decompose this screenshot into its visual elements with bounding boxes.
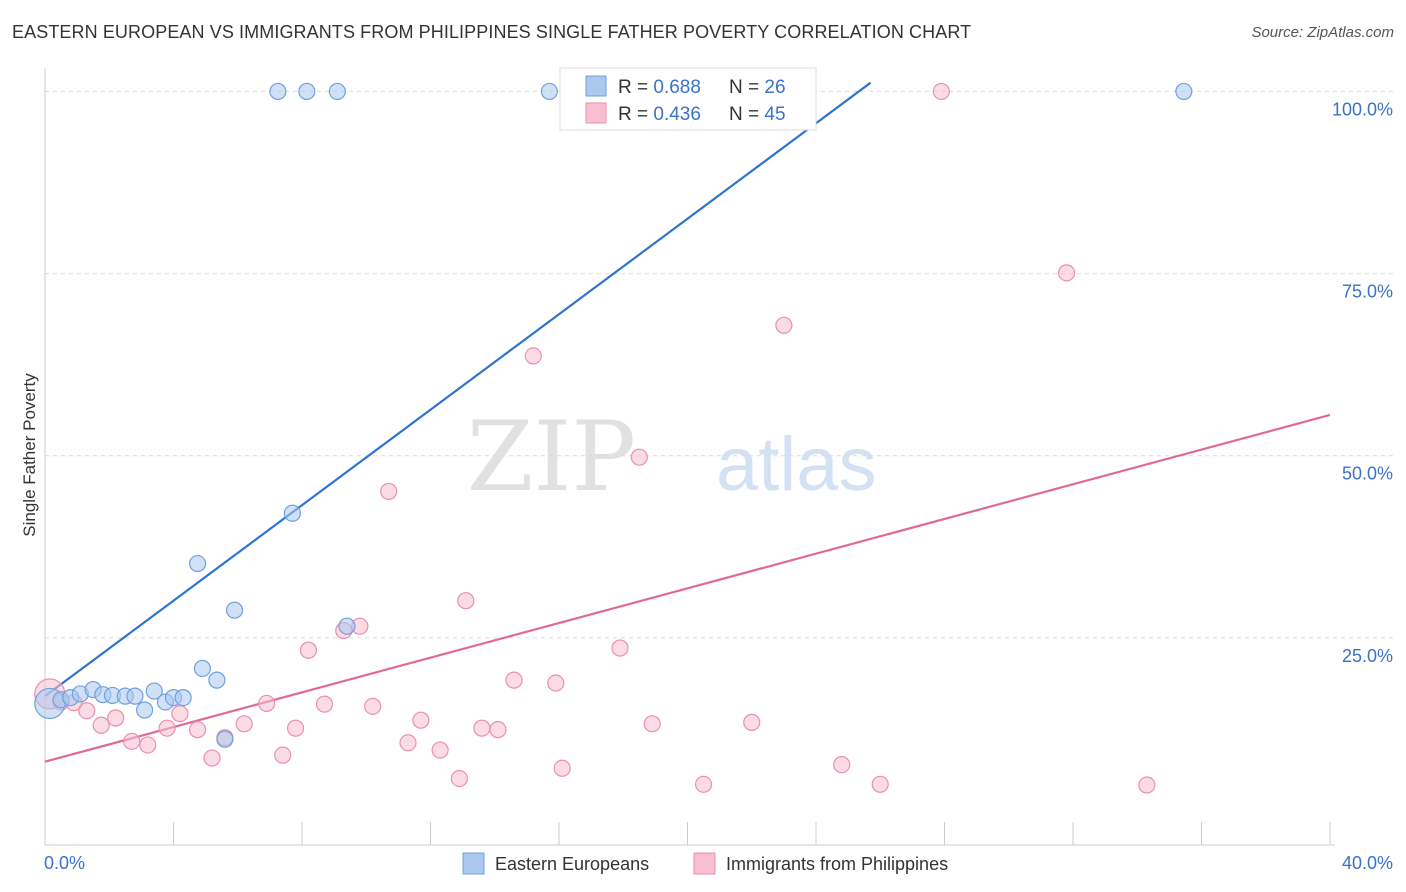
data-point [743, 713, 761, 731]
data-point [694, 775, 713, 793]
data-point [171, 705, 189, 723]
r-value: 0.688 [653, 77, 701, 98]
data-points [34, 82, 1193, 794]
data-point [235, 715, 253, 733]
data-point [208, 671, 226, 689]
legend: Eastern Europeans Immigrants from Philip… [462, 852, 948, 875]
data-point [123, 732, 141, 750]
data-point [630, 448, 648, 466]
data-point [1175, 82, 1193, 101]
data-point [274, 746, 292, 764]
y-tick-label: 50.0% [1342, 464, 1393, 484]
data-point [547, 674, 565, 692]
data-point [431, 741, 449, 759]
data-point [473, 719, 491, 737]
data-point [412, 711, 430, 729]
stats-row-blue: R = 0.688 [618, 77, 701, 98]
data-point [283, 504, 301, 522]
n-value: 45 [764, 104, 785, 125]
data-point [399, 734, 417, 752]
trend-line [44, 413, 1331, 763]
data-point [188, 721, 207, 739]
data-point [145, 682, 163, 700]
data-point [139, 736, 157, 754]
data-point [135, 701, 154, 719]
data-point [107, 709, 125, 727]
data-point [338, 617, 356, 635]
data-point [174, 688, 192, 707]
legend-label-pink: Immigrants from Philippines [726, 854, 948, 874]
data-point [328, 82, 346, 101]
r-value: 0.436 [653, 104, 701, 125]
r-label: R = [618, 104, 653, 125]
trend-line [44, 81, 872, 698]
stats-row-pink-n: N = 45 [729, 104, 786, 125]
data-point [298, 82, 316, 101]
data-point [188, 554, 207, 573]
watermark-atlas: atlas [716, 422, 877, 507]
stats-swatch-pink [585, 102, 607, 124]
data-point [299, 641, 318, 659]
chart-source: Source: ZipAtlas.com [1251, 24, 1394, 41]
n-label: N = [729, 77, 764, 98]
data-point [78, 702, 96, 720]
legend-swatch-blue [462, 852, 485, 875]
chart-title: EASTERN EUROPEAN VS IMMIGRANTS FROM PHIL… [12, 22, 972, 42]
data-point [92, 716, 110, 734]
stats-row-blue-n: N = 26 [729, 77, 786, 98]
data-point [489, 721, 507, 739]
stats-box: R = 0.688 N = 26 R = 0.436 N = 45 [559, 67, 817, 131]
n-label: N = [729, 104, 764, 125]
data-point [524, 347, 542, 365]
data-point [932, 82, 950, 101]
data-point [193, 659, 212, 678]
x-tick-label: 0.0% [44, 853, 85, 873]
data-point [380, 482, 398, 501]
data-point [203, 749, 221, 767]
trend-lines [44, 81, 1331, 763]
grid-lines [45, 90, 1395, 639]
data-point [457, 592, 475, 610]
y-tick-labels: 25.0% 50.0% 75.0% 100.0% [1332, 99, 1393, 665]
data-point [258, 694, 276, 713]
data-point [871, 775, 889, 793]
legend-swatch-pink [693, 852, 716, 875]
data-point [775, 316, 793, 334]
data-point [553, 759, 571, 777]
data-point [505, 671, 523, 689]
r-label: R = [618, 77, 653, 98]
data-point [158, 719, 176, 737]
data-point [364, 697, 382, 715]
data-point [269, 82, 287, 101]
legend-label-blue: Eastern Europeans [495, 854, 649, 874]
y-axis-title: Single Father Poverty [20, 373, 39, 537]
data-point [833, 756, 851, 774]
data-point [643, 715, 661, 733]
watermark-zip: ZIP [467, 401, 636, 513]
stats-row-pink: R = 0.436 [618, 104, 701, 125]
data-point [540, 82, 558, 101]
y-tick-label: 100.0% [1332, 99, 1393, 119]
data-point [216, 730, 234, 748]
data-point [1057, 264, 1076, 282]
data-point [1138, 776, 1156, 794]
data-point [315, 695, 334, 713]
n-value: 26 [764, 77, 785, 98]
data-point [126, 687, 144, 705]
x-tick-label: 40.0% [1342, 853, 1393, 873]
y-tick-label: 75.0% [1342, 282, 1393, 302]
y-tick-label: 25.0% [1342, 646, 1393, 666]
data-point [450, 769, 469, 788]
stats-swatch-blue [585, 75, 607, 97]
data-point [286, 719, 305, 737]
data-point [225, 601, 244, 619]
data-point [611, 639, 629, 657]
